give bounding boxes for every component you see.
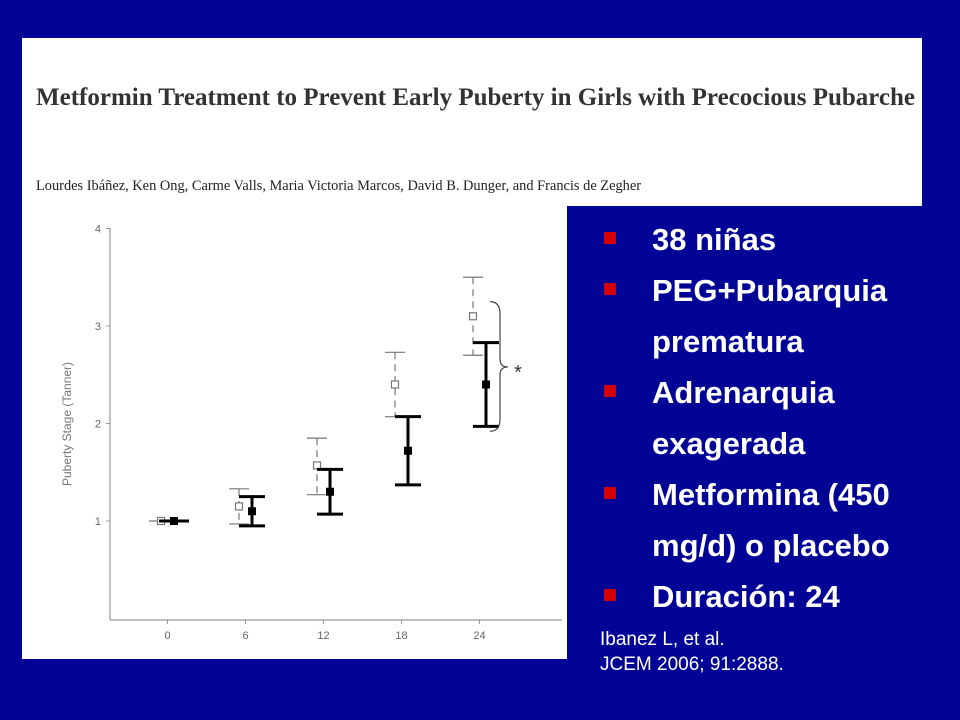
data-point-open	[468, 312, 478, 321]
data-point-open	[390, 380, 400, 389]
y-tick-label: 1	[95, 516, 101, 528]
bullet-text: PEG+Pubarquia prematura	[652, 273, 888, 359]
y-tick-label: 3	[95, 321, 101, 333]
data-point-filled	[404, 446, 412, 455]
x-tick-label: 18	[395, 630, 407, 642]
paper-authors: Lourdes Ibáñez, Ken Ong, Carme Valls, Ma…	[36, 178, 642, 194]
data-point-filled	[248, 507, 256, 516]
paper-header: Metformin Treatment to Prevent Early Pub…	[22, 38, 922, 206]
data-point-filled	[326, 487, 334, 496]
bullet-text: Duración: 24	[652, 579, 840, 614]
bullet-item: PEG+Pubarquia prematura	[600, 265, 920, 367]
square-bullet-icon	[604, 283, 616, 295]
data-point-filled	[482, 380, 490, 389]
x-tick-label: 12	[317, 630, 329, 642]
significance-asterisk: *	[514, 362, 522, 384]
square-bullet-icon	[604, 487, 616, 499]
y-tick-label: 4	[95, 224, 101, 236]
bullet-item: Adrenarquia exagerada	[600, 367, 920, 469]
citation: Ibanez L, et al. JCEM 2006; 91:2888.	[600, 627, 930, 677]
x-tick-label: 24	[473, 630, 485, 642]
square-bullet-icon	[604, 589, 616, 601]
bullet-item: Metformina (450 mg/d) o placebo	[600, 469, 920, 571]
square-bullet-icon	[604, 232, 616, 244]
bullet-text: Metformina (450 mg/d) o placebo	[652, 477, 890, 563]
bullet-item: Duración: 24	[600, 571, 920, 622]
data-point-filled	[170, 517, 178, 525]
x-tick-label: 6	[242, 630, 248, 642]
chart-panel: 1 2 3 4 0 6 12 18 24 Puberty Stage (Tanner) *	[22, 206, 567, 659]
citation-line: Ibanez L, et al.	[600, 629, 725, 650]
bullet-text: 38 niñas	[652, 222, 777, 257]
significance-brace	[489, 301, 509, 432]
y-axis-label: Puberty Stage (Tanner)	[60, 362, 74, 486]
bullet-list: 38 niñas PEG+Pubarquia prematura Adrenar…	[600, 214, 920, 622]
data-point-open	[234, 502, 244, 511]
x-tick-label: 0	[164, 630, 170, 642]
paper-title: Metformin Treatment to Prevent Early Pub…	[36, 84, 916, 111]
square-bullet-icon	[604, 385, 616, 397]
y-tick-label: 2	[95, 419, 101, 431]
bullet-text: Adrenarquia exagerada	[652, 375, 835, 461]
citation-line: JCEM 2006; 91:2888.	[600, 654, 784, 675]
bullet-item: 38 niñas	[600, 214, 920, 265]
